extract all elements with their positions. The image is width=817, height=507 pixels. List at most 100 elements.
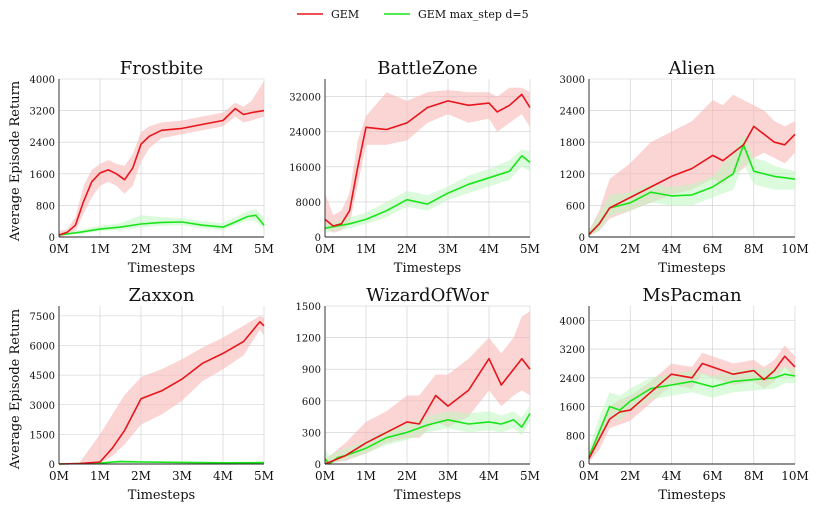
y-axis-label-bottom-row: Average Episode Return [8, 308, 23, 470]
mspacman-x-tick-label: 4M [661, 469, 681, 483]
alien-x-tick-label: 0M [579, 242, 599, 256]
battlezone-x-tick-label: 2M [397, 242, 417, 256]
frostbite-x-tick-label: 5M [254, 242, 274, 256]
mspacman-x-tick-label: 6M [703, 469, 723, 483]
battlezone-y-tick-label: 32000 [289, 93, 321, 104]
mspacman-y-tick-label: 0 [579, 460, 585, 471]
legend-label-max-step: GEM max_step d=5 [418, 8, 529, 21]
wizardofwor-x-tick-label: 1M [356, 469, 376, 483]
alien-gem-line [588, 125, 796, 235]
frostbite-gem-line [58, 107, 265, 236]
frostbite-gem-band [59, 81, 264, 237]
wizardofwor-x-tick-label: 4M [479, 469, 499, 483]
wizardofwor-gem-line [324, 357, 531, 465]
battlezone-x-tick-label: 0M [315, 242, 335, 256]
alien-x-tick-label: 2M [620, 242, 640, 256]
mspacman-title: MsPacman [642, 285, 742, 306]
wizardofwor-y-tick-label: 900 [302, 365, 321, 376]
legend: GEM GEM max_step d=5 [297, 8, 529, 21]
battlezone-gem-band [325, 87, 530, 233]
mspacman-x-tick-label: 2M [620, 469, 640, 483]
battlezone-y-tick-label: 16000 [289, 163, 321, 174]
zaxxon-title: Zaxxon [129, 285, 195, 306]
zaxxon-gem-band [59, 315, 264, 464]
mspacman-y-tick-label: 800 [566, 431, 585, 442]
alien-y-tick-label: 1800 [560, 138, 585, 149]
wizardofwor-y-tick-label: 1500 [296, 302, 321, 313]
zaxxon-x-tick-label: 5M [254, 469, 274, 483]
mspacman-x-tick-label: 8M [744, 469, 764, 483]
frostbite-x-axis-label: Timesteps [128, 261, 195, 276]
mspacman-y-tick-label: 1600 [560, 403, 585, 414]
wizardofwor-title: WizardOfWor [366, 285, 489, 306]
mspacman-x-tick-label: 0M [579, 469, 599, 483]
mspacman-x-tick-label: 10M [781, 469, 809, 483]
wizardofwor-y-tick-label: 300 [302, 428, 321, 439]
frostbite-grid [58, 78, 265, 238]
zaxxon-y-tick-label: 6000 [30, 342, 55, 353]
zaxxon-x-tick-label: 1M [90, 469, 110, 483]
wizardofwor-x-tick-label: 5M [520, 469, 540, 483]
wizardofwor-x-tick-label: 0M [315, 469, 335, 483]
mspacman-y-tick-label: 4000 [560, 316, 585, 327]
frostbite-y-tick-label: 2400 [30, 138, 55, 149]
alien-x-tick-label: 6M [703, 242, 723, 256]
frostbite-y-tick-label: 3200 [30, 107, 55, 118]
zaxxon-x-tick-label: 0M [49, 469, 69, 483]
alien-y-tick-label: 600 [566, 201, 585, 212]
frostbite-x-tick-label: 2M [131, 242, 151, 256]
zaxxon-y-tick-label: 7500 [30, 312, 55, 323]
zaxxon-y-tick-label: 4500 [30, 371, 55, 382]
mspacman-gem-line [588, 355, 796, 459]
battlezone-x-tick-label: 1M [356, 242, 376, 256]
frostbite-y-tick-label: 4000 [30, 75, 55, 86]
frostbite-y-tick-label: 1600 [30, 170, 55, 181]
alien-title: Alien [668, 58, 716, 79]
frostbite-x-tick-label: 1M [90, 242, 110, 256]
battlezone-y-tick-label: 24000 [289, 128, 321, 139]
wizardofwor-x-tick-label: 3M [438, 469, 458, 483]
frostbite-title: Frostbite [120, 58, 204, 79]
chart-panels: 0M 1M 2M 3M 4M 5M 0 800 1600 2400 3200 4000 Frostbit… [30, 58, 809, 503]
mspacman-y-tick-label: 2400 [560, 374, 585, 385]
alien-x-tick-label: 10M [781, 242, 809, 256]
alien-max-step-band [589, 134, 795, 236]
zaxxon-x-tick-label: 2M [131, 469, 151, 483]
zaxxon-x-tick-label: 4M [213, 469, 233, 483]
battlezone-x-tick-label: 5M [520, 242, 540, 256]
zaxxon-x-tick-label: 3M [172, 469, 192, 483]
battlezone-gem-line [324, 93, 531, 227]
wizardofwor-x-axis-label: Timesteps [394, 488, 461, 503]
wizardofwor-x-tick-label: 2M [397, 469, 417, 483]
chart-alien: 0M 2M 4M 6M 8M 10M 0 600 1200 1800 2400 3000 Alien Ti… [560, 58, 809, 276]
zaxxon-y-tick-label: 3000 [30, 401, 55, 412]
wizardofwor-gem-band [325, 311, 530, 464]
zaxxon-max-step-line [58, 460, 265, 465]
battlezone-x-tick-label: 3M [438, 242, 458, 256]
battlezone-y-tick-label: 0 [315, 233, 321, 244]
alien-y-tick-label: 0 [579, 233, 585, 244]
wizardofwor-y-tick-label: 0 [315, 460, 321, 471]
alien-y-tick-label: 1200 [560, 170, 585, 181]
battlezone-x-tick-label: 4M [479, 242, 499, 256]
frostbite-y-tick-label: 800 [36, 201, 55, 212]
chart-battlezone: 0M 1M 2M 3M 4M 5M 0 8000 16000 24000 32000 BattleZo… [289, 58, 540, 276]
alien-x-tick-label: 8M [744, 242, 764, 256]
battlezone-title: BattleZone [377, 58, 477, 79]
frostbite-y-tick-label: 0 [49, 233, 55, 244]
battlezone-max-step-line [324, 155, 531, 229]
battlezone-max-step-band [325, 149, 530, 233]
zaxxon-y-tick-label: 1500 [30, 430, 55, 441]
wizardofwor-y-tick-label: 1200 [296, 334, 321, 345]
battlezone-x-axis-label: Timesteps [394, 261, 461, 276]
mspacman-y-tick-label: 3200 [560, 345, 585, 356]
wizardofwor-y-tick-label: 600 [302, 397, 321, 408]
chart-mspacman: 0M 2M 4M 6M 8M 10M 0 800 1600 2400 3200 4000 MsPacma… [560, 285, 809, 503]
alien-x-tick-label: 4M [661, 242, 681, 256]
zaxxon-y-tick-label: 0 [49, 460, 55, 471]
mspacman-x-axis-label: Timesteps [658, 488, 725, 503]
alien-y-tick-label: 2400 [560, 107, 585, 118]
y-axis-label-top-row: Average Episode Return [8, 80, 23, 242]
frostbite-x-tick-label: 3M [172, 242, 192, 256]
